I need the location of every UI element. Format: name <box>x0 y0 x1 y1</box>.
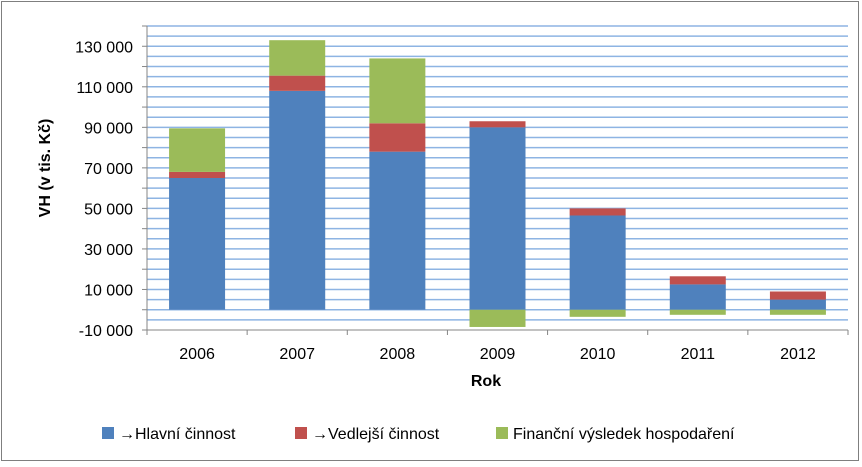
x-axis-title: Rok <box>471 373 501 390</box>
y-tick-label: 90 000 <box>84 120 133 137</box>
bar-segment <box>569 215 626 310</box>
bars <box>169 40 826 327</box>
legend: →Hlavní činnost →Vedlejší činnost Finanční… <box>102 426 735 443</box>
bar-segment <box>669 309 726 315</box>
x-tick-label: 2008 <box>380 346 416 363</box>
y-tick-label: 30 000 <box>84 242 133 259</box>
axes <box>142 25 849 335</box>
y-tick-label: 10 000 <box>84 282 133 299</box>
legend-label: →Hlavní činnost <box>119 426 236 443</box>
y-tick-label: 50 000 <box>84 201 133 218</box>
bar-segment <box>369 58 426 124</box>
bar-segment <box>369 123 426 152</box>
bar-segment <box>469 121 526 128</box>
x-tick-label: 2010 <box>580 346 616 363</box>
bar-segment <box>769 309 826 315</box>
bar-segment <box>369 151 426 310</box>
x-tick-label: 2009 <box>480 346 516 363</box>
bar-segment <box>169 128 226 172</box>
bar-segment <box>769 299 826 310</box>
y-tick-label: -10 000 <box>79 323 133 340</box>
x-tick-label: 2012 <box>780 346 816 363</box>
bar-segment <box>469 127 526 310</box>
y-tick-label: 110 000 <box>76 80 133 97</box>
bar-segment <box>169 178 226 310</box>
y-axis-title: VH (v tis. Kč) <box>37 119 54 218</box>
y-tick-labels: -10 000 10 000 30 000 50 000 70 000 90 000 110… <box>75 39 133 340</box>
bar-segment <box>469 309 526 327</box>
bar-segment <box>569 309 626 317</box>
bar-segment <box>169 171 226 178</box>
bar-segment <box>269 75 326 91</box>
bar-segment <box>769 291 826 300</box>
y-tick-label: 70 000 <box>84 161 133 178</box>
bar-segment <box>669 284 726 310</box>
bar-segment <box>569 208 626 216</box>
x-tick-labels: 2006 2007 2008 2009 2010 2011 2012 <box>179 346 816 363</box>
bar-segment <box>269 40 326 76</box>
y-tick-label: 130 000 <box>75 39 133 56</box>
legend-swatch <box>102 427 114 439</box>
legend-label: →Vedlejší činnost <box>312 426 440 443</box>
x-tick-label: 2006 <box>179 346 215 363</box>
bar-segment <box>669 276 726 285</box>
x-tick-label: 2011 <box>681 346 716 363</box>
x-tick-label: 2007 <box>279 346 315 363</box>
bar-segment <box>269 90 326 310</box>
legend-swatch <box>496 427 508 439</box>
legend-label: Finanční výsledek hospodaření <box>513 426 735 443</box>
legend-swatch <box>295 427 307 439</box>
